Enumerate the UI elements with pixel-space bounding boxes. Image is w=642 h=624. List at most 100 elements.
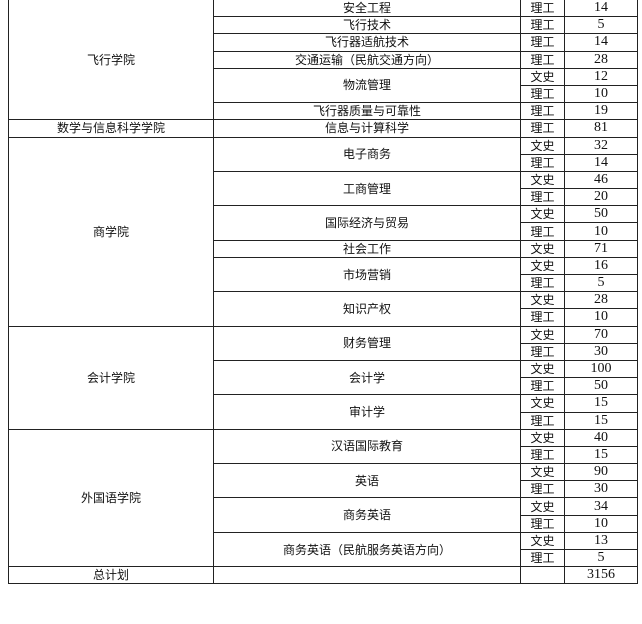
enrollment-count: 14	[564, 153, 638, 172]
enrollment-count: 30	[564, 480, 638, 499]
major-name: 飞行技术	[213, 16, 521, 35]
college-name: 飞行学院	[8, 0, 214, 121]
enrollment-count: 5	[564, 16, 638, 35]
major-name: 知识产权	[213, 291, 521, 327]
enrollment-plan-table-wrapper: 飞行学院 安全工程 理工 14 飞行技术 理工 5 飞行器适航技术 理工 14 交通运输（民航交通方…	[8, 0, 638, 585]
table-row: 商务英语 文史 34	[9, 497, 638, 533]
track-type: 文史	[520, 67, 565, 86]
table-row: 飞行器质量与可靠性 理工 19	[9, 102, 638, 121]
track-type: 理工	[520, 222, 565, 241]
track-type: 理工	[520, 188, 565, 207]
major-name: 市场营销	[213, 256, 521, 293]
enrollment-count: 70	[564, 325, 638, 344]
major-name: 安全工程	[213, 0, 521, 18]
track-type: 理工	[520, 411, 565, 430]
major-name: 商务英语（民航服务英语方向）	[213, 531, 521, 568]
table-row: 国际经济与贸易 文史 50	[9, 205, 638, 241]
enrollment-count: 46	[564, 170, 638, 190]
table-row: 飞行学院 安全工程 理工 14	[8, 0, 638, 121]
table-row: 会计学院 财务管理 文史 70	[8, 325, 638, 430]
major-name: 汉语国际教育	[213, 428, 521, 465]
table-row: 外国语学院 汉语国际教育文史 40	[8, 428, 638, 568]
track-type: 理工	[520, 119, 565, 138]
track-type: 理工	[520, 548, 565, 568]
major-name: 英语	[213, 463, 521, 499]
total-label: 总计划	[8, 566, 214, 585]
table-row: 物流管理 文史 12	[9, 67, 638, 104]
enrollment-count: 28	[564, 291, 638, 310]
table-row: 英语 文史 90	[9, 463, 638, 499]
track-type: 理工	[520, 50, 565, 69]
track-type: 文史	[520, 497, 565, 516]
enrollment-count: 5	[564, 548, 638, 568]
track-type: 文史	[520, 291, 565, 310]
enrollment-count: 50	[564, 205, 638, 224]
enrollment-count: 12	[564, 67, 638, 86]
total-row: 总计划 3156	[8, 566, 638, 585]
major-name: 飞行器质量与可靠性	[213, 102, 521, 121]
table-row: 理工 10	[9, 84, 638, 104]
enrollment-count: 90	[564, 463, 638, 482]
enrollment-count: 28	[564, 50, 638, 69]
major-name: 信息与计算科学	[213, 119, 521, 138]
enrollment-count: 15	[564, 445, 638, 465]
track-type: 文史	[520, 325, 565, 344]
major-name: 电子商务	[213, 136, 521, 172]
major-name: 社会工作	[213, 239, 521, 258]
enrollment-count: 10	[564, 308, 638, 327]
enrollment-count: 16	[564, 256, 638, 276]
enrollment-count: 13	[564, 531, 638, 551]
track-type: 理工	[520, 273, 565, 293]
table-row: 市场营销 文史 16	[9, 256, 638, 293]
enrollment-count: 5	[564, 273, 638, 293]
track-type: 理工	[520, 84, 565, 104]
track-type: 理工	[520, 16, 565, 35]
total-empty-cell	[213, 566, 521, 585]
track-type: 文史	[520, 531, 565, 551]
track-type: 文史	[520, 205, 565, 224]
enrollment-count: 14	[564, 33, 638, 52]
track-type: 理工	[520, 102, 565, 121]
track-type: 文史	[520, 256, 565, 276]
table-row: 理工 15	[9, 445, 638, 465]
total-count: 3156	[564, 566, 638, 585]
major-name: 交通运输（民航交通方向）	[213, 50, 521, 69]
track-type: 理工	[520, 480, 565, 499]
track-type: 文史	[520, 170, 565, 190]
enrollment-count: 10	[564, 514, 638, 533]
enrollment-count: 30	[564, 342, 638, 361]
enrollment-count: 40	[564, 428, 638, 447]
track-type: 理工	[520, 514, 565, 533]
enrollment-count: 71	[564, 239, 638, 258]
major-name: 国际经济与贸易	[213, 205, 521, 241]
college-name: 会计学院	[8, 325, 214, 430]
table-row: 理工 10	[9, 222, 638, 241]
enrollment-count: 34	[564, 497, 638, 516]
table-row: 交通运输（民航交通方向） 理工 28	[9, 50, 638, 69]
enrollment-count: 15	[564, 411, 638, 430]
table-row: 数学与信息科学学院 信息与计算科学 理工 81	[8, 119, 638, 138]
table-row: 会计学 文史 100	[9, 359, 638, 396]
table-row: 理工 50	[9, 377, 638, 396]
enrollment-count: 14	[564, 0, 638, 18]
major-name: 飞行器适航技术	[213, 33, 521, 52]
table-row: 理工 10	[9, 308, 638, 327]
college-name: 数学与信息科学学院	[8, 119, 214, 138]
track-type: 理工	[520, 153, 565, 172]
track-type: 理工	[520, 308, 565, 327]
total-empty-cell	[520, 566, 565, 585]
table-row: 商务英语（民航服务英语方向） 文史 13	[9, 531, 638, 568]
table-row: 工商管理 文史 46	[9, 170, 638, 207]
college-name: 外国语学院	[8, 428, 214, 568]
enrollment-count: 50	[564, 377, 638, 396]
major-name: 物流管理	[213, 67, 521, 104]
table-row: 审计学 文史 15	[9, 394, 638, 430]
enrollment-count: 20	[564, 188, 638, 207]
track-type: 理工	[520, 377, 565, 396]
track-type: 理工	[520, 0, 565, 18]
track-type: 理工	[520, 342, 565, 361]
enrollment-count: 10	[564, 84, 638, 104]
enrollment-count: 81	[564, 119, 638, 138]
track-type: 文史	[520, 394, 565, 413]
track-type: 文史	[520, 359, 565, 379]
